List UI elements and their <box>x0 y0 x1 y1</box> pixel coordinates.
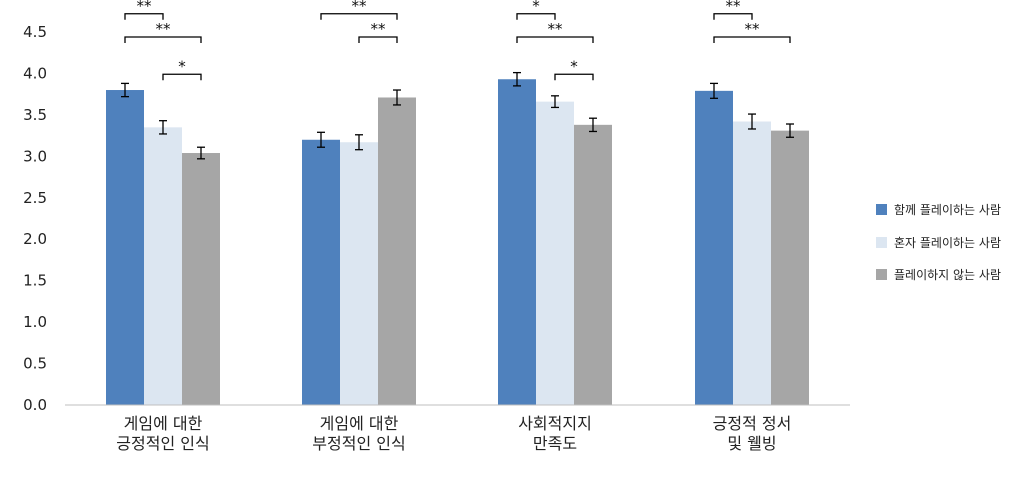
significance-label: ** <box>745 20 761 38</box>
legend-label: 플레이하지 않는 사람 <box>894 268 1001 282</box>
error-bar <box>159 120 167 135</box>
significance-label: ** <box>371 20 387 38</box>
y-tick-label: 4.0 <box>23 64 47 82</box>
y-tick-label: 2.5 <box>23 189 47 207</box>
bar <box>771 130 809 406</box>
x-category-label: 사회적지지 <box>518 414 592 433</box>
bar <box>144 127 182 406</box>
y-tick-label: 3.0 <box>23 147 47 165</box>
error-bar <box>710 82 718 99</box>
bar <box>498 79 536 405</box>
bar <box>695 90 733 406</box>
error-bar <box>589 117 597 133</box>
x-category-label: 및 웰빙 <box>727 434 776 453</box>
y-tick-label: 0.5 <box>23 355 47 373</box>
significance-bracket: * <box>516 0 556 20</box>
x-category-label: 게임에 대한 <box>320 414 399 433</box>
bar <box>536 101 574 406</box>
error-bar <box>121 82 129 98</box>
x-category-label: 긍정적인 인식 <box>116 434 209 453</box>
bar <box>378 97 416 405</box>
significance-bracket: ** <box>124 20 202 43</box>
legend-swatch <box>876 269 887 280</box>
significance-bracket: ** <box>516 20 594 43</box>
x-category-label: 부정적인 인식 <box>312 434 405 453</box>
significance-label: ** <box>726 0 742 15</box>
significance-bracket: ** <box>713 0 753 20</box>
bar <box>340 142 378 405</box>
error-bar <box>393 89 401 106</box>
y-axis: 0.0 0.5 1.0 1.5 2.0 2.5 3.0 3.5 4.0 4.5 <box>23 23 47 414</box>
y-tick-label: 0.0 <box>23 396 47 414</box>
significance-label: * <box>570 57 578 75</box>
x-category-label: 게임에 대한 <box>124 414 203 433</box>
bar <box>182 153 220 405</box>
legend-swatch <box>876 237 887 248</box>
bars <box>106 79 809 406</box>
bar <box>733 121 771 406</box>
bar <box>106 90 144 406</box>
legend-label: 함께 플레이하는 사람 <box>894 203 1001 217</box>
error-bar <box>748 113 756 130</box>
significance-label: * <box>178 57 186 75</box>
significance-label: ** <box>137 0 153 15</box>
significance-label: * <box>532 0 540 15</box>
legend-item: 혼자 플레이하는 사람 <box>876 236 1001 250</box>
y-tick-label: 2.0 <box>23 230 47 248</box>
error-bar <box>513 71 521 87</box>
significance-bracket: * <box>162 57 202 81</box>
significance-bracket: ** <box>124 0 164 20</box>
error-bar <box>317 131 325 148</box>
significance-bracket: * <box>554 57 594 81</box>
significance-label: ** <box>156 20 172 38</box>
y-tick-label: 1.0 <box>23 313 47 331</box>
bar <box>302 139 340 405</box>
legend-swatch <box>876 204 887 215</box>
legend-item: 플레이하지 않는 사람 <box>876 268 1001 282</box>
error-bar <box>786 123 794 138</box>
significance-bracket: ** <box>320 0 398 20</box>
significance-bracket: ** <box>358 20 398 43</box>
error-bars <box>121 71 794 160</box>
y-tick-label: 3.5 <box>23 106 47 124</box>
error-bar <box>197 146 205 160</box>
legend-label: 혼자 플레이하는 사람 <box>894 236 1001 250</box>
significance-brackets: ***************** <box>124 0 791 81</box>
legend-item: 함께 플레이하는 사람 <box>876 203 1001 217</box>
error-bar <box>551 95 559 109</box>
x-category-label: 긍정적 정서 <box>713 414 792 433</box>
significance-label: ** <box>548 20 564 38</box>
y-tick-label: 4.5 <box>23 23 47 41</box>
significance-label: ** <box>352 0 368 15</box>
error-bar <box>355 134 363 151</box>
bar <box>574 124 612 405</box>
x-category-label: 만족도 <box>533 434 577 453</box>
y-tick-label: 1.5 <box>23 272 47 290</box>
significance-bracket: ** <box>713 20 791 43</box>
